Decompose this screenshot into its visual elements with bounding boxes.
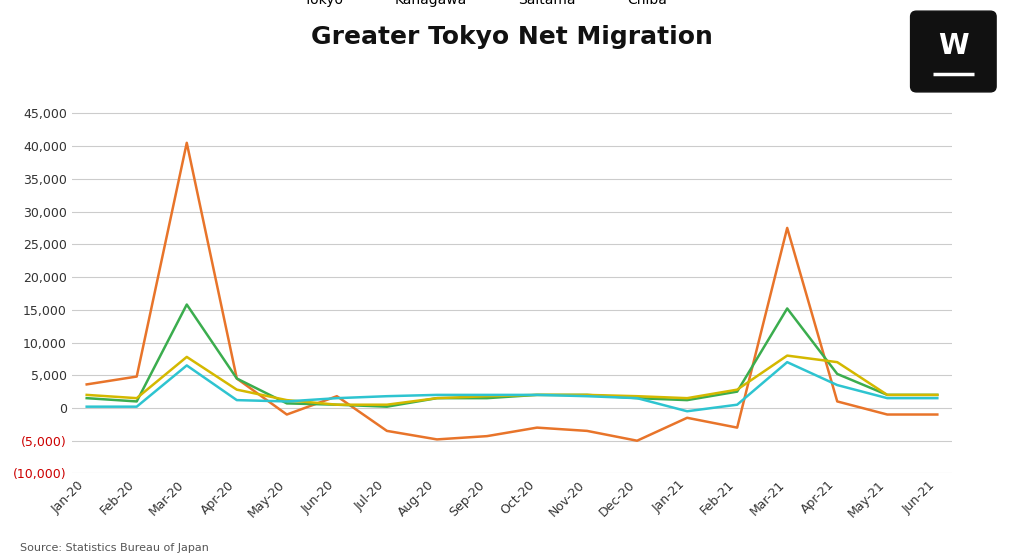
Saitama bbox=[381, 402, 393, 408]
Kanagawa bbox=[481, 395, 494, 402]
Saitama bbox=[131, 395, 143, 402]
Chiba bbox=[281, 398, 293, 405]
Saitama bbox=[631, 393, 643, 399]
FancyBboxPatch shape bbox=[910, 11, 996, 92]
Kanagawa bbox=[180, 301, 193, 308]
Kanagawa bbox=[931, 392, 943, 398]
Tokyo bbox=[230, 375, 243, 382]
Kanagawa bbox=[631, 395, 643, 402]
Tokyo bbox=[931, 411, 943, 418]
Text: W: W bbox=[938, 32, 969, 60]
Line: Kanagawa: Kanagawa bbox=[87, 305, 937, 407]
Saitama bbox=[581, 392, 593, 398]
Chiba bbox=[781, 359, 794, 365]
Tokyo bbox=[731, 424, 743, 431]
Saitama bbox=[230, 387, 243, 393]
Legend: Tokyo, Kanagawa, Saitama, Chiba: Tokyo, Kanagawa, Saitama, Chiba bbox=[263, 0, 673, 13]
Chiba bbox=[331, 395, 343, 402]
Chiba bbox=[381, 393, 393, 399]
Kanagawa bbox=[781, 305, 794, 312]
Saitama bbox=[81, 392, 93, 398]
Saitama bbox=[331, 402, 343, 408]
Kanagawa bbox=[831, 370, 844, 377]
Chiba bbox=[631, 395, 643, 402]
Tokyo bbox=[581, 428, 593, 434]
Tokyo bbox=[681, 414, 693, 421]
Tokyo bbox=[381, 428, 393, 434]
Tokyo bbox=[431, 436, 443, 443]
Saitama bbox=[881, 392, 893, 398]
Tokyo bbox=[131, 373, 143, 380]
Kanagawa bbox=[131, 398, 143, 405]
Line: Chiba: Chiba bbox=[87, 362, 937, 411]
Saitama bbox=[431, 395, 443, 402]
Chiba bbox=[131, 403, 143, 410]
Tokyo bbox=[831, 398, 844, 405]
Tokyo bbox=[481, 433, 494, 439]
Saitama bbox=[281, 397, 293, 403]
Tokyo bbox=[881, 411, 893, 418]
Saitama bbox=[180, 354, 193, 360]
Tokyo bbox=[631, 437, 643, 444]
Chiba bbox=[731, 402, 743, 408]
Tokyo bbox=[781, 224, 794, 231]
Tokyo bbox=[180, 139, 193, 146]
Kanagawa bbox=[230, 375, 243, 382]
Kanagawa bbox=[581, 392, 593, 398]
Saitama bbox=[781, 352, 794, 359]
Tokyo bbox=[281, 411, 293, 418]
Chiba bbox=[931, 395, 943, 402]
Chiba bbox=[481, 392, 494, 398]
Chiba bbox=[230, 397, 243, 403]
Saitama bbox=[831, 359, 844, 365]
Chiba bbox=[530, 392, 543, 398]
Saitama bbox=[530, 392, 543, 398]
Chiba bbox=[431, 392, 443, 398]
Chiba bbox=[81, 403, 93, 410]
Chiba bbox=[180, 362, 193, 369]
Tokyo bbox=[331, 393, 343, 399]
Line: Tokyo: Tokyo bbox=[87, 143, 937, 441]
Kanagawa bbox=[881, 392, 893, 398]
Kanagawa bbox=[381, 403, 393, 410]
Saitama bbox=[731, 387, 743, 393]
Text: Source: Statistics Bureau of Japan: Source: Statistics Bureau of Japan bbox=[20, 544, 209, 554]
Kanagawa bbox=[530, 392, 543, 398]
Saitama bbox=[481, 393, 494, 399]
Chiba bbox=[581, 393, 593, 399]
Chiba bbox=[681, 408, 693, 414]
Kanagawa bbox=[681, 397, 693, 403]
Kanagawa bbox=[81, 395, 93, 402]
Chiba bbox=[831, 382, 844, 388]
Kanagawa bbox=[731, 388, 743, 395]
Line: Saitama: Saitama bbox=[87, 355, 937, 405]
Text: Greater Tokyo Net Migration: Greater Tokyo Net Migration bbox=[311, 25, 713, 49]
Chiba bbox=[881, 395, 893, 402]
Kanagawa bbox=[431, 395, 443, 402]
Tokyo bbox=[81, 381, 93, 388]
Saitama bbox=[681, 395, 693, 402]
Saitama bbox=[931, 392, 943, 398]
Kanagawa bbox=[331, 402, 343, 408]
Tokyo bbox=[530, 424, 543, 431]
Kanagawa bbox=[281, 400, 293, 407]
